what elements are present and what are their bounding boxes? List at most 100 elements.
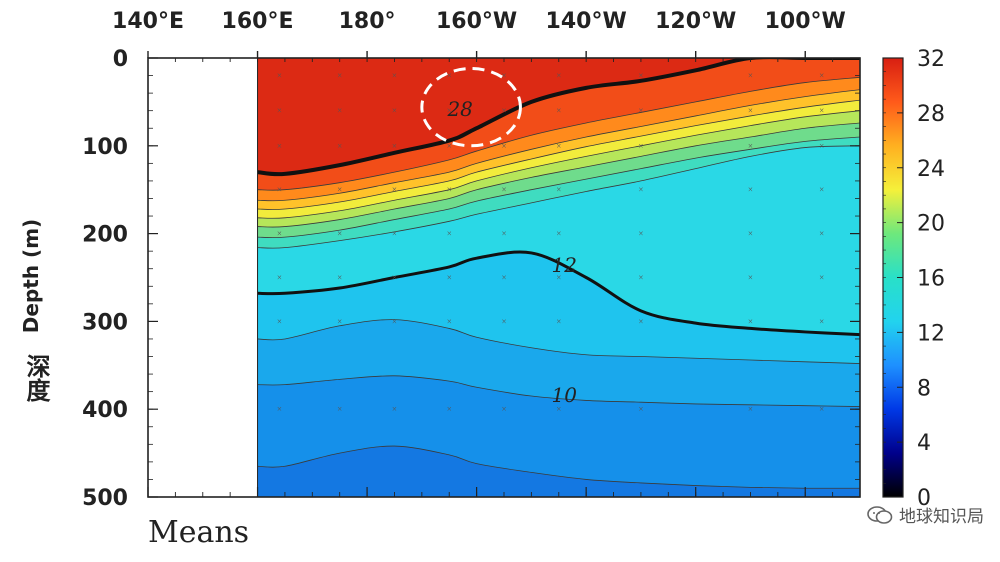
isotherm-12	[257, 250, 860, 337]
sample-point-marker: ×	[337, 185, 342, 195]
temperature-band-9	[257, 252, 860, 364]
temperature-band-1	[257, 58, 860, 191]
highlight-ellipse	[420, 67, 522, 148]
isotherm-20	[257, 110, 860, 219]
sample-point-marker: ×	[337, 404, 342, 414]
colorbar-tick-label: 0	[917, 486, 931, 511]
y-tick-label: 0	[113, 47, 128, 72]
sample-point-marker: ×	[748, 106, 753, 116]
sample-point-marker: ×	[337, 229, 342, 239]
sample-point-marker: ×	[501, 141, 506, 151]
plot-area: × × × × × × × × × × × × × × × × × × × × × × × × × × × × × × × × × × × × × × × ×…	[257, 58, 860, 497]
sample-point-marker: ×	[638, 71, 643, 81]
sample-point-marker: ×	[748, 404, 753, 414]
sample-point-marker: ×	[277, 141, 282, 151]
sample-point-marker: ×	[819, 141, 824, 151]
sample-point-marker: ×	[392, 273, 397, 283]
sample-point-marker: ×	[277, 106, 282, 116]
sample-point-marker: ×	[337, 141, 342, 151]
isotherm-9	[257, 445, 860, 489]
sample-point-marker: ×	[277, 404, 282, 414]
isotherm-14	[257, 145, 860, 249]
sample-point-marker: ×	[392, 71, 397, 81]
sample-point-marker: ×	[337, 71, 342, 81]
sample-point-marker: ×	[556, 141, 561, 151]
sample-point-marker: ×	[392, 141, 397, 151]
sample-point-marker: ×	[501, 273, 506, 283]
sample-point-marker: ×	[337, 106, 342, 116]
contour-label-28: 28	[446, 97, 472, 121]
colorbar: 0 4 8 12 16 20 24 28 32	[882, 47, 945, 511]
sample-point-marker: ×	[556, 71, 561, 81]
sample-point-marker: ×	[392, 106, 397, 116]
colorbar-tick-label: 16	[917, 267, 945, 292]
sample-point-marker: ×	[556, 229, 561, 239]
watermark-text: 地球知识局	[899, 507, 984, 527]
means-panel-label: Means	[148, 515, 249, 550]
sample-point-marker: ×	[638, 273, 643, 283]
sample-point-marker: ×	[748, 141, 753, 151]
x-tick-label: 180°	[339, 9, 396, 34]
sample-point-marker: ×	[501, 229, 506, 239]
sample-point-marker: ×	[819, 404, 824, 414]
sample-point-marker: ×	[501, 106, 506, 116]
sample-point-marker: ×	[819, 229, 824, 239]
sample-point-marker: ×	[819, 316, 824, 326]
colorbar-tick-label: 4	[917, 431, 931, 456]
temperature-field: × × × × × × × × × × × × × × × × × × × × × × × × × × × × × × × × × × × × × × × ×…	[257, 58, 860, 497]
sample-point-marker: ×	[337, 273, 342, 283]
sample-point-marker: ×	[337, 316, 342, 326]
sample-point-marker: ×	[447, 71, 452, 81]
sample-point-marker: ×	[392, 316, 397, 326]
y-axis-title: Depth (m)	[19, 219, 43, 333]
isotherm-28	[257, 58, 860, 177]
isotherm-24	[257, 89, 860, 202]
sample-point-marker: ×	[556, 106, 561, 116]
sample-point-marker: ×	[556, 404, 561, 414]
sample-point-marker: ×	[638, 106, 643, 116]
temperature-band-6	[257, 122, 860, 238]
x-tick-label: 160°E	[222, 9, 294, 34]
axes: 140°E 160°E 180° 160°W 140°W 120°W 100°W 0 100 20…	[82, 9, 861, 511]
sample-point-marker: ×	[501, 404, 506, 414]
colorbar-tick-label: 12	[917, 321, 945, 346]
temperature-band-8	[257, 145, 860, 335]
sample-point-marker: ×	[819, 273, 824, 283]
temperature-band-4	[257, 100, 860, 219]
sample-point-marker: ×	[748, 229, 753, 239]
sample-point-marker: ×	[748, 71, 753, 81]
sample-point-marker: ×	[819, 106, 824, 116]
sample-point-marker: ×	[501, 316, 506, 326]
y-tick-label: 500	[82, 486, 128, 511]
temperature-band-12	[257, 446, 860, 497]
colorbar-tick-label: 28	[917, 102, 945, 127]
sample-point-marker: ×	[638, 229, 643, 239]
sample-point-marker: ×	[447, 141, 452, 151]
sample-point-marker: ×	[501, 71, 506, 81]
y-tick-label: 300	[82, 310, 128, 335]
isotherm-26	[257, 76, 860, 191]
sample-point-marker: ×	[556, 316, 561, 326]
sample-point-marker: ×	[638, 404, 643, 414]
sample-point-marker: ×	[748, 316, 753, 326]
sample-point-marker: ×	[638, 316, 643, 326]
isotherm-18	[257, 122, 860, 228]
sample-point-marker: ×	[556, 185, 561, 195]
sample-point-marker: ×	[638, 185, 643, 195]
sample-point-marker: ×	[556, 273, 561, 283]
sample-point-marker: ×	[277, 316, 282, 326]
watermark: 地球知识局	[867, 502, 984, 527]
sample-point-marker: ×	[277, 273, 282, 283]
sample-point-marker: ×	[638, 141, 643, 151]
contour-label-12: 12	[552, 253, 577, 277]
isotherm-22	[257, 99, 860, 210]
sample-point-marker: ×	[277, 185, 282, 195]
y-tick-label: 100	[82, 135, 128, 160]
sample-point-marker: ×	[392, 185, 397, 195]
temperature-band-11	[257, 375, 860, 489]
temperature-band-7	[257, 137, 860, 249]
sample-point-marker: ×	[748, 185, 753, 195]
sample-point-marker: ×	[392, 404, 397, 414]
temperature-band-0	[257, 58, 860, 175]
colorbar-tick-label: 20	[917, 212, 945, 237]
